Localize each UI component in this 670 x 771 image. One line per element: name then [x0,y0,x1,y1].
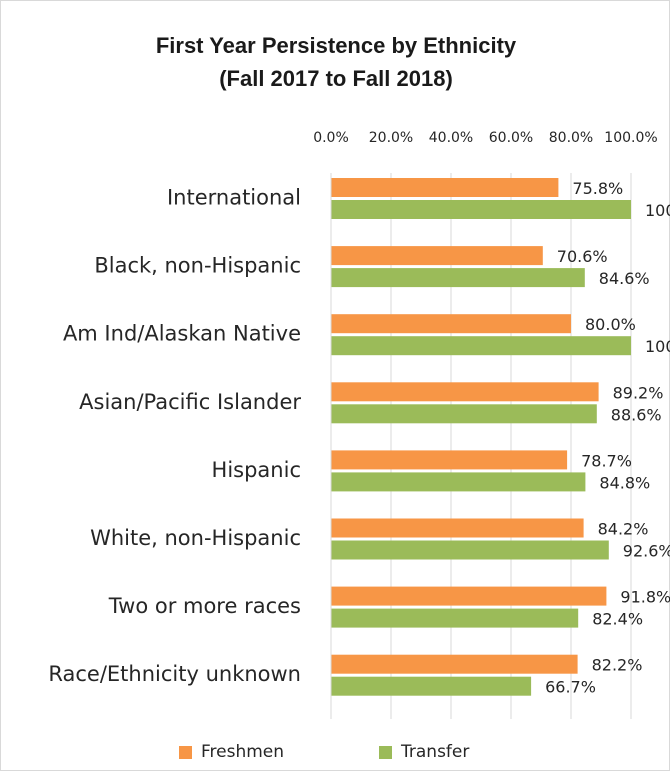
bar-transfer [331,472,586,492]
bar-transfer [331,540,609,560]
legend-item-freshmen: Freshmen [179,739,284,765]
category-label: Am Ind/Alaskan Native [63,322,301,346]
chart-subtitle: (Fall 2017 to Fall 2018) [219,66,453,91]
data-label: 78.7% [581,451,632,470]
data-label: 66.7% [545,678,596,697]
chart-title: First Year Persistence by Ethnicity [155,33,517,58]
data-label: 100.0% [645,337,670,356]
data-label: 84.2% [598,520,649,539]
x-tick-label: 60.0% [489,130,533,146]
category-label: International [167,186,301,210]
bar-chart: 0.0% 20.0% 40.0% 60.0% 80.0% 100.0% 75.8% 100.0… [48,130,670,719]
bar-freshmen [331,654,578,674]
data-label: 89.2% [613,383,664,402]
bar-freshmen [331,586,607,606]
bar-freshmen [331,450,568,470]
data-label: 88.6% [611,405,662,424]
data-label: 80.0% [585,315,636,334]
legend-label-freshmen: Freshmen [201,742,285,762]
bar-freshmen [331,246,543,266]
data-label: 91.8% [620,588,670,607]
category-label: Black, non-Hispanic [94,254,301,278]
category-label: White, non-Hispanic [90,526,301,550]
legend: Freshmen Transfer [1,739,670,765]
chart-title-block: First Year Persistence by Ethnicity (Fal… [1,29,670,95]
legend-swatch-freshmen [179,745,192,759]
x-tick-label: 20.0% [369,130,413,146]
category-label: Two or more races [108,594,301,618]
category-label: Hispanic [212,458,301,482]
x-tick-label: 0.0% [313,130,349,146]
category-label: Asian/Pacific Islander [79,390,301,414]
bar-transfer [331,200,631,219]
legend-swatch-transfer [379,745,392,759]
legend-item-transfer: Transfer [379,739,469,765]
category-label: Race/Ethnicity unknown [48,662,301,686]
data-label: 75.8% [572,179,623,198]
bar-transfer [331,404,597,424]
bar-freshmen [331,314,571,334]
data-label: 100.0% [645,201,670,220]
bar-freshmen [331,382,599,402]
bar-freshmen [331,178,559,197]
data-label: 84.8% [599,473,650,492]
x-tick-label: 100.0% [604,130,657,146]
bar-transfer [331,336,631,356]
data-label: 82.2% [592,656,643,675]
bar-transfer [331,608,579,628]
data-label: 92.6% [623,542,670,561]
bar-freshmen [331,518,584,538]
bar-transfer [331,676,532,696]
bar-transfer [331,268,585,288]
x-tick-label: 40.0% [429,130,473,146]
data-label: 82.4% [592,610,643,629]
legend-label-transfer: Transfer [401,742,470,762]
data-label: 84.6% [599,269,650,288]
data-label: 70.6% [557,247,608,266]
x-tick-label: 80.0% [549,130,593,146]
